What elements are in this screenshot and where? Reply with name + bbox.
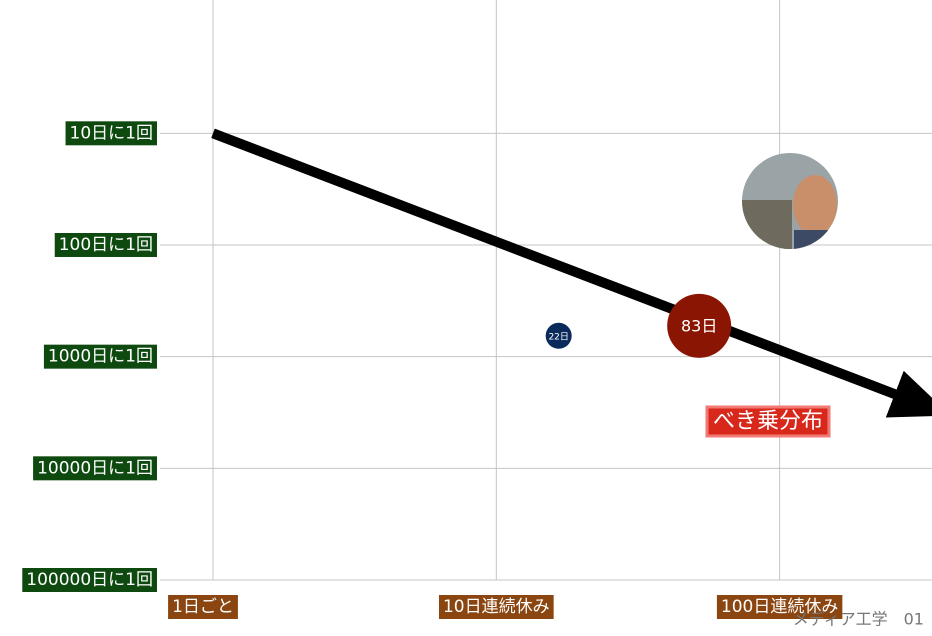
x-tick-label-bg	[438, 595, 554, 619]
annotation: べき乗分布	[713, 409, 823, 434]
y-tick-label: 10000日に1回	[37, 458, 153, 478]
annotation-bg	[705, 405, 831, 438]
grid	[160, 0, 932, 581]
y-tick-label: 100日に1回	[59, 235, 153, 255]
y-tick-label-bg	[43, 344, 157, 369]
y-tick-label-bg	[22, 568, 157, 592]
y-tick-label-bg	[54, 232, 157, 257]
y-tick-label-bg	[65, 121, 157, 146]
y-tick-label-bg	[33, 456, 157, 481]
speaker-photo	[742, 153, 838, 249]
point	[667, 293, 732, 358]
x-tick-label-bg	[168, 595, 238, 619]
photo-shirt	[794, 230, 838, 249]
x-tick-label-bg	[716, 595, 843, 619]
point	[545, 322, 572, 349]
point-label: 22日	[548, 331, 568, 342]
point-label: 83日	[681, 316, 717, 335]
y-tick-label: 100000日に1回	[26, 570, 153, 590]
photo-street	[742, 200, 792, 249]
y-tick-label: 10日に1回	[70, 123, 153, 143]
y-tick-label: 1000日に1回	[48, 347, 153, 367]
trend-arrow	[211, 128, 932, 418]
x-tick-label: 10日連続休み	[443, 597, 550, 617]
x-tick-label: 1日ごと	[172, 597, 234, 617]
x-tick-label: 100日連続休み	[721, 597, 838, 617]
photo-face	[793, 175, 837, 235]
footer: メディア工学 01	[793, 610, 924, 629]
